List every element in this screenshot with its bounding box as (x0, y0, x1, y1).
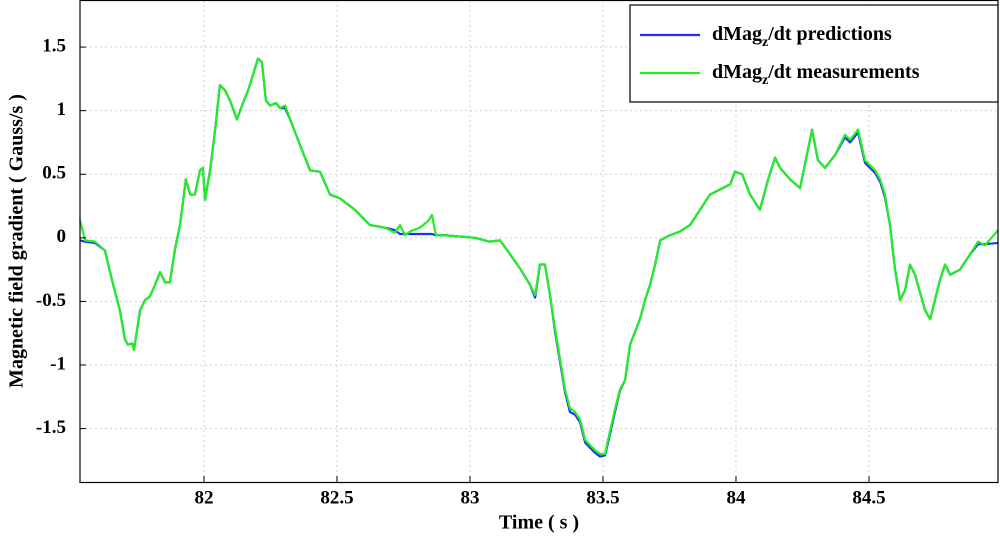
series-line (78, 57, 999, 456)
legend-label-part: /dt measurements (767, 61, 919, 83)
y-tick-label: -0.5 (36, 290, 66, 311)
legend-label-part: dMag (712, 23, 762, 45)
y-tick-label: -1 (50, 353, 66, 374)
x-tick-label: 83.5 (586, 487, 619, 508)
plot-frame (79, 0, 999, 484)
y-tick-label: 0.5 (42, 163, 66, 184)
legend-label: dMagz/dt measurements (712, 61, 920, 88)
x-tick-label: 84.5 (852, 487, 885, 508)
series-line (79, 57, 999, 458)
y-tick-label: 1.5 (42, 35, 66, 56)
ticks: -1.5 -1 -0.5 0 0.5 1 1.5 82 82.5 83 83.5 84 84.5 (36, 35, 886, 508)
y-tick-label: -1.5 (36, 417, 66, 438)
legend-label-part: z (762, 35, 768, 50)
legend-box (629, 4, 999, 103)
plot-lines (78, 57, 999, 458)
y-tick-label: 1 (57, 99, 67, 120)
x-tick-label: 82 (194, 487, 213, 508)
legend-label-part: z (762, 73, 768, 88)
x-axis-label: Time ( s ) (499, 512, 579, 534)
x-tick-label: 84 (726, 487, 746, 508)
y-tick-label: 0 (57, 226, 67, 247)
x-tick-label: 82.5 (320, 487, 353, 508)
x-tick-label: 83 (460, 487, 479, 508)
y-axis-label: Magnetic field gradient ( Gauss/s ) (6, 94, 28, 388)
legend-label: dMagz/dt predictions (712, 23, 892, 50)
legend-label-part: /dt predictions (767, 23, 892, 45)
legend-label-part: dMag (712, 61, 762, 83)
